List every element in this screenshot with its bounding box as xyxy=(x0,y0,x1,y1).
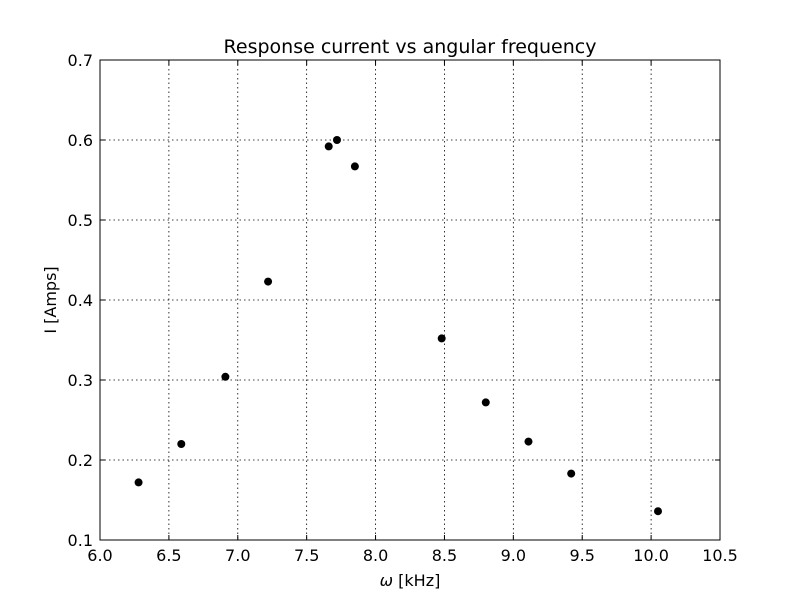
data-point xyxy=(177,440,186,448)
data-point xyxy=(264,277,273,286)
x-tick-label: 10.0 xyxy=(633,546,669,565)
x-tick-label: 8.0 xyxy=(363,546,388,565)
x-tick-label: 7.5 xyxy=(294,546,319,565)
data-points xyxy=(134,136,662,516)
y-tick-label: 0.3 xyxy=(68,371,93,390)
data-point xyxy=(332,136,341,144)
x-tick-label: 6.5 xyxy=(156,546,181,565)
y-tick-label: 0.4 xyxy=(68,291,93,310)
data-point xyxy=(134,478,143,487)
x-tick-labels: 6.0 6.5 7.0 7.5 8.0 8.5 9.0 9.5 10.0 10.5 xyxy=(87,546,738,565)
x-tick-label: 7.0 xyxy=(225,546,250,565)
data-point xyxy=(221,372,230,381)
chart-title: Response current vs angular frequency xyxy=(224,36,597,58)
data-point xyxy=(350,162,359,171)
data-point xyxy=(654,507,662,516)
x-tick-label: 9.5 xyxy=(569,546,594,565)
grid-lines xyxy=(100,60,720,540)
x-axis-label: ω [kHz] xyxy=(380,571,441,590)
data-point xyxy=(481,398,490,407)
y-tick-label: 0.2 xyxy=(68,451,93,470)
x-tick-label: 6.0 xyxy=(87,546,112,565)
x-axis-symbol: ω xyxy=(380,571,393,590)
data-point xyxy=(567,469,576,478)
axis-ticks xyxy=(99,59,721,541)
y-axis-label: I [Amps] xyxy=(41,266,60,333)
x-tick-label: 8.5 xyxy=(432,546,457,565)
x-tick-label: 9.0 xyxy=(501,546,526,565)
y-tick-label: 0.5 xyxy=(68,211,93,230)
data-point xyxy=(437,334,446,343)
y-tick-labels: 0.1 0.2 0.3 0.4 0.5 0.6 0.7 xyxy=(68,51,93,550)
y-tick-label: 0.7 xyxy=(68,51,93,70)
x-axis-unit: [kHz] xyxy=(393,571,440,590)
y-tick-label: 0.1 xyxy=(68,531,93,550)
y-tick-label: 0.6 xyxy=(68,131,93,150)
x-tick-label: 10.5 xyxy=(702,546,738,565)
data-point xyxy=(524,437,533,446)
data-point xyxy=(324,142,333,151)
